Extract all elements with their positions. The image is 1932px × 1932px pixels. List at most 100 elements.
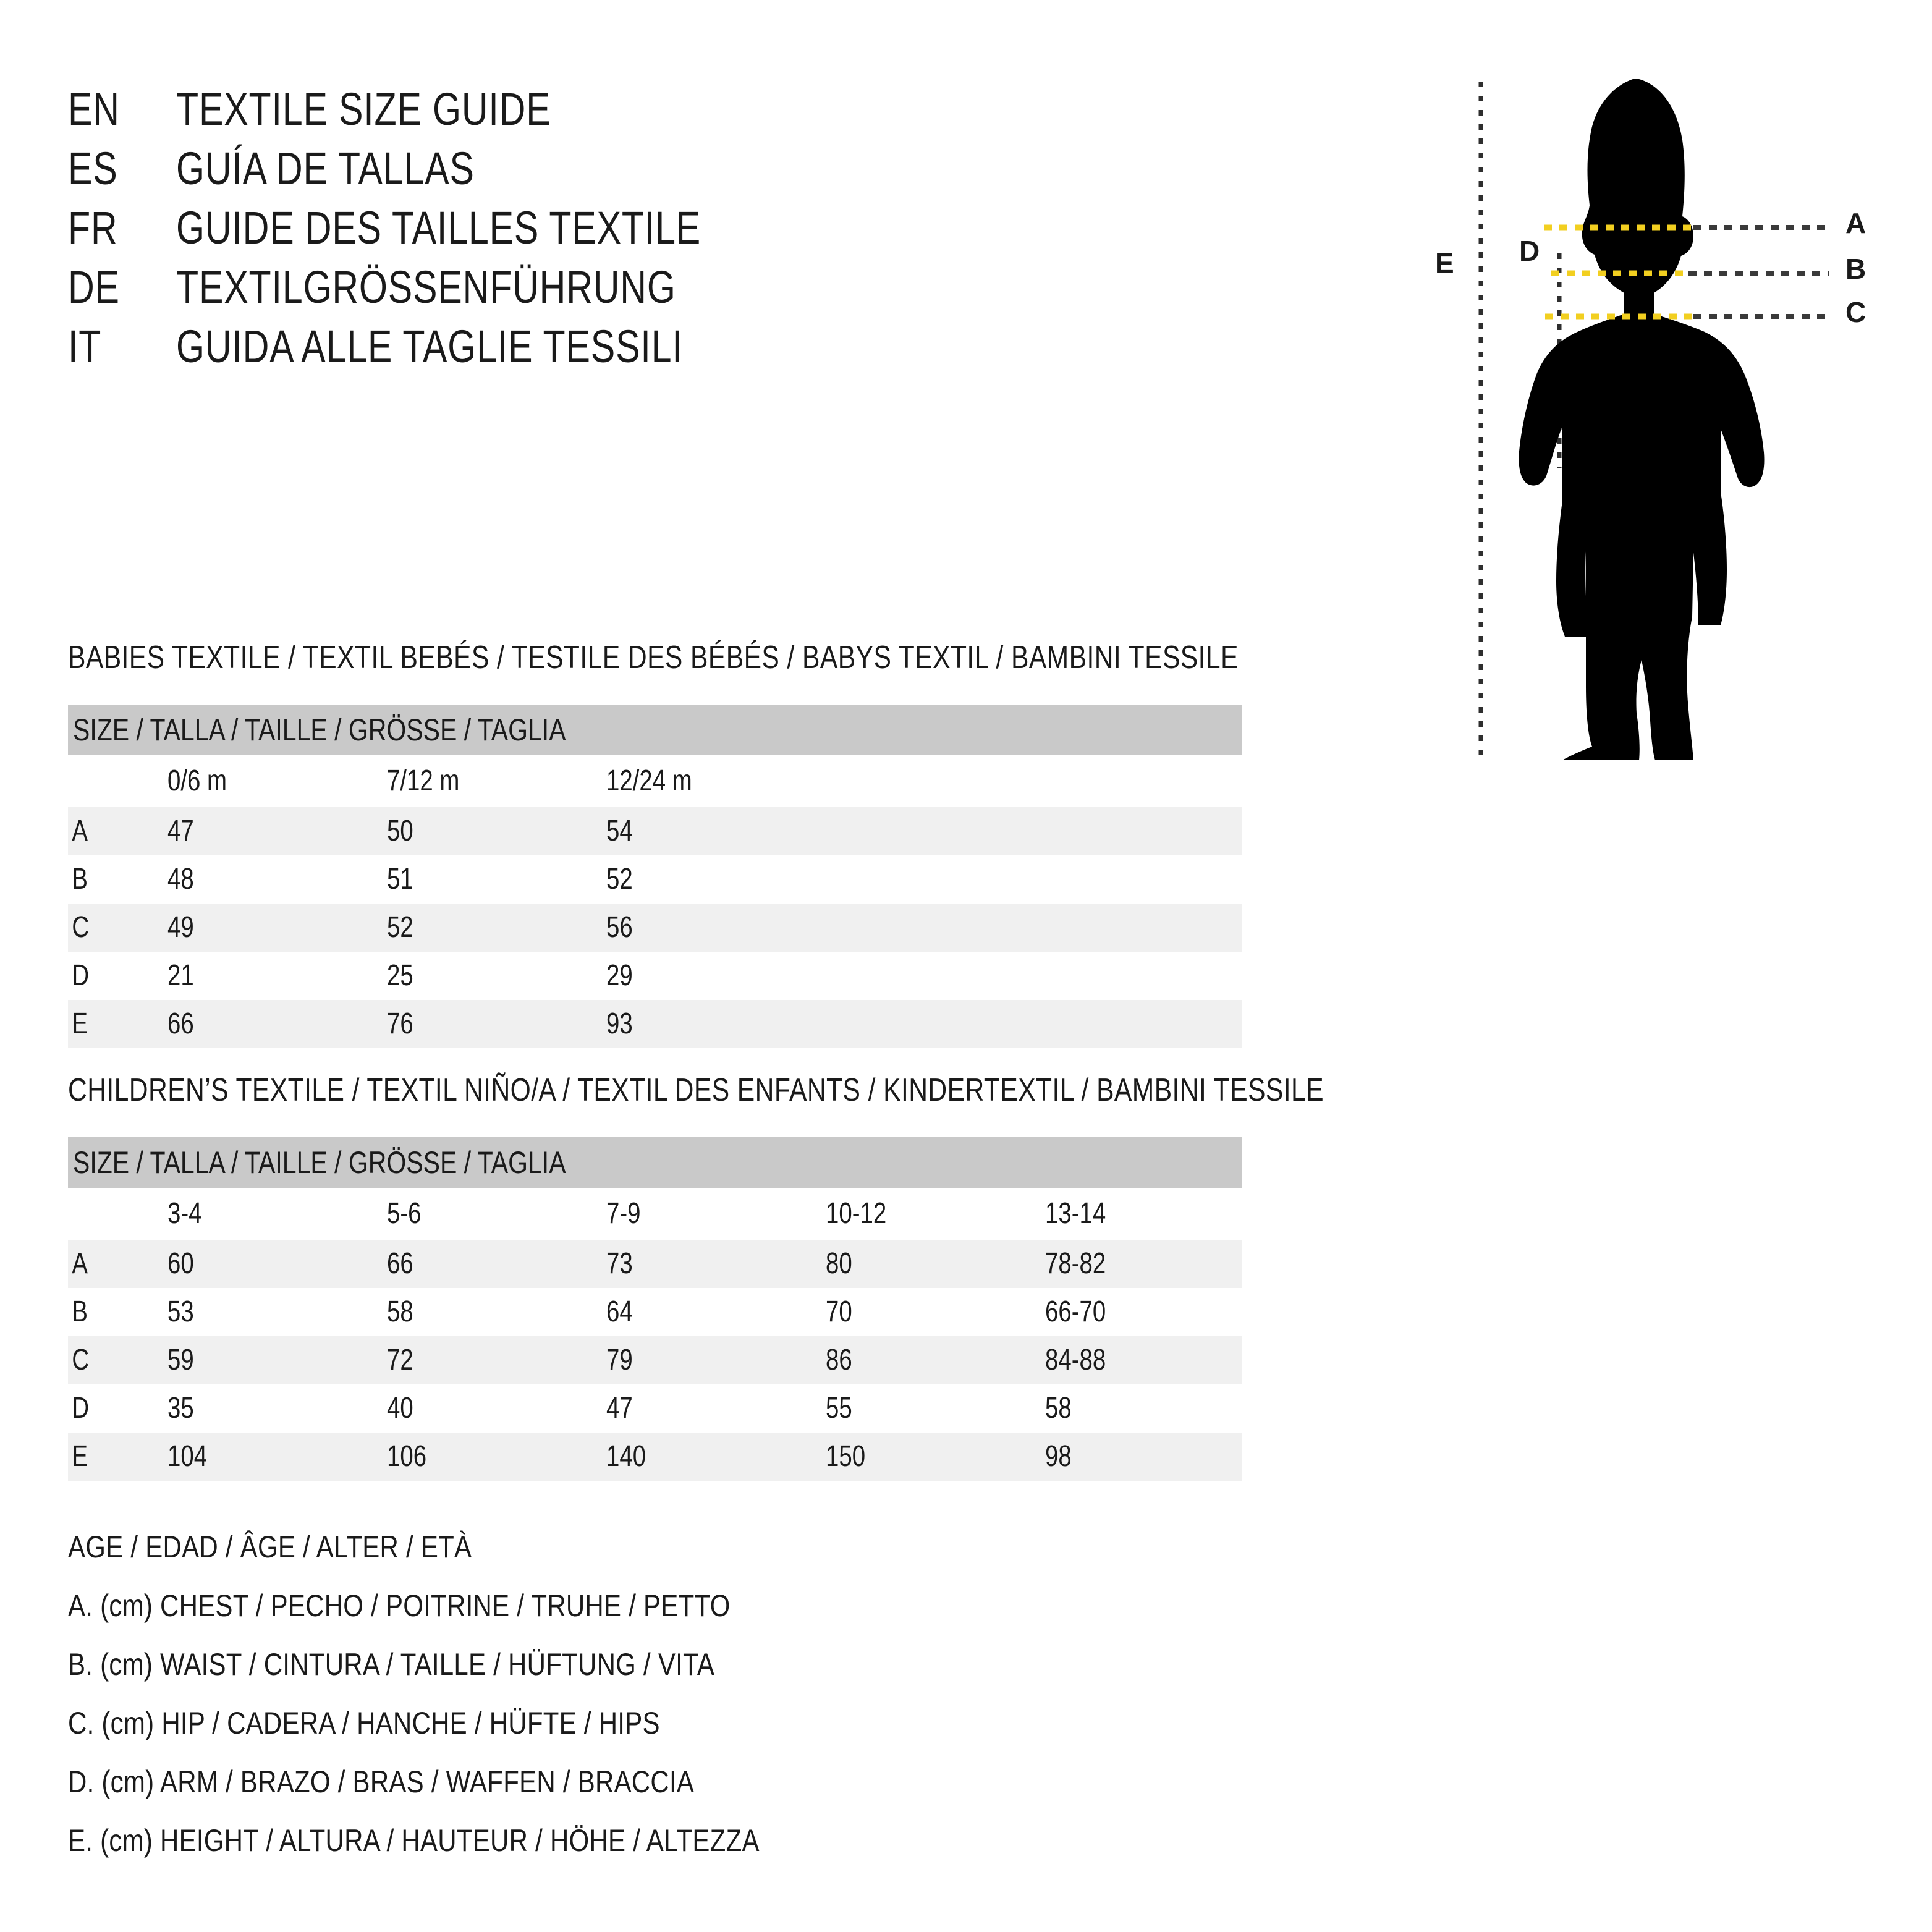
table-row: E 66 76 93	[68, 1000, 1242, 1048]
babies-cell-a-2: 54	[606, 815, 633, 847]
table-row: D 21 25 29	[68, 952, 1242, 1000]
babies-row-key-c: C	[72, 911, 90, 944]
babies-cell-d-1: 25	[387, 959, 413, 992]
language-row-en: EN TEXTILE SIZE GUIDE	[68, 87, 1119, 146]
babies-cell-b-1: 51	[387, 863, 413, 896]
children-section-title: CHILDREN’S TEXTILE / TEXTIL NIÑO/A / TEX…	[68, 1072, 1324, 1108]
child-silhouette	[1519, 79, 1765, 760]
language-title-fr: GUIDE DES TAILLES TEXTILE	[176, 202, 701, 253]
children-cell-b-1: 58	[387, 1295, 413, 1328]
children-cell-e-2: 140	[606, 1440, 646, 1473]
babies-row-key-d: D	[72, 959, 90, 992]
legend-text-age: AGE / EDAD / ÂGE / ALTER / ETÀ	[68, 1529, 472, 1564]
language-code-es: ES	[68, 143, 118, 194]
children-cell-c-1: 72	[387, 1344, 413, 1376]
babies-cell-e-0: 66	[167, 1007, 194, 1040]
babies-cell-d-2: 29	[606, 959, 633, 992]
children-colhead-4: 13-14	[1045, 1197, 1106, 1230]
children-column-header-row: 3-4 5-6 7-9 10-12 13-14	[68, 1188, 1242, 1240]
legend-line-d-arm: D. (cm) ARM / BRAZO / BRAS / WAFFEN / BR…	[68, 1752, 1242, 1811]
language-title-es: GUÍA DE TALLAS	[176, 143, 475, 194]
children-cell-b-3: 70	[826, 1295, 852, 1328]
children-cell-c-2: 79	[606, 1344, 633, 1376]
children-colhead-0: 3-4	[167, 1197, 202, 1230]
babies-row-key-b: B	[72, 863, 88, 896]
babies-cell-a-1: 50	[387, 815, 413, 847]
children-cell-c-0: 59	[167, 1344, 194, 1376]
children-cell-a-0: 60	[167, 1247, 194, 1280]
children-cell-e-4: 98	[1045, 1440, 1072, 1473]
children-cell-e-1: 106	[387, 1440, 427, 1473]
table-row: B 48 51 52	[68, 855, 1242, 904]
babies-row-key-a: A	[72, 815, 88, 847]
children-cell-a-4: 78-82	[1045, 1247, 1106, 1280]
children-cell-b-0: 53	[167, 1295, 194, 1328]
legend-line-a-chest: A. (cm) CHEST / PECHO / POITRINE / TRUHE…	[68, 1576, 1242, 1635]
babies-cell-c-2: 56	[606, 911, 633, 944]
children-colhead-1: 5-6	[387, 1197, 422, 1230]
babies-colhead-2: 12/24 m	[606, 765, 692, 797]
children-cell-d-1: 40	[387, 1392, 413, 1425]
language-row-es: ES GUÍA DE TALLAS	[68, 146, 1119, 205]
legend-text-a-chest: A. (cm) CHEST / PECHO / POITRINE / TRUHE…	[68, 1588, 731, 1623]
legend-line-age: AGE / EDAD / ÂGE / ALTER / ETÀ	[68, 1517, 1242, 1576]
child-silhouette-diagram	[1478, 79, 1829, 760]
language-title-de: TEXTILGRÖSSENFÜHRUNG	[176, 261, 676, 313]
figure-label-b: B	[1845, 253, 1866, 285]
language-title-en: TEXTILE SIZE GUIDE	[176, 83, 551, 135]
children-cell-a-2: 73	[606, 1247, 633, 1280]
legend-line-b-waist: B. (cm) WAIST / CINTURA / TAILLE / HÜFTU…	[68, 1635, 1242, 1693]
babies-colhead-1: 7/12 m	[387, 765, 460, 797]
babies-column-header-row: 0/6 m 7/12 m 12/24 m	[68, 755, 1242, 807]
language-title-block: EN TEXTILE SIZE GUIDE ES GUÍA DE TALLAS …	[68, 87, 1119, 383]
babies-cell-c-0: 49	[167, 911, 194, 944]
children-row-key-e: E	[72, 1440, 88, 1473]
language-row-de: DE TEXTILGRÖSSENFÜHRUNG	[68, 265, 1119, 324]
children-cell-a-1: 66	[387, 1247, 413, 1280]
babies-colhead-0: 0/6 m	[167, 765, 227, 797]
children-cell-e-3: 150	[826, 1440, 866, 1473]
children-cell-d-4: 58	[1045, 1392, 1072, 1425]
legend-text-b-waist: B. (cm) WAIST / CINTURA / TAILLE / HÜFTU…	[68, 1646, 715, 1682]
babies-cell-d-0: 21	[167, 959, 194, 992]
babies-cell-b-0: 48	[167, 863, 194, 896]
table-row: C 49 52 56	[68, 904, 1242, 952]
children-cell-d-3: 55	[826, 1392, 852, 1425]
language-title-it: GUIDA ALLE TAGLIE TESSILI	[176, 321, 683, 372]
figure-label-a: A	[1845, 207, 1866, 239]
figure-label-e: E	[1435, 247, 1454, 279]
babies-size-table: SIZE / TALLA / TAILLE / GRÖSSE / TAGLIA …	[68, 705, 1242, 1048]
language-code-fr: FR	[68, 202, 118, 253]
children-cell-d-2: 47	[606, 1392, 633, 1425]
children-cell-b-4: 66-70	[1045, 1295, 1106, 1328]
measurement-legend: AGE / EDAD / ÂGE / ALTER / ETÀ A. (cm) C…	[68, 1517, 1242, 1870]
legend-line-c-hip: C. (cm) HIP / CADERA / HANCHE / HÜFTE / …	[68, 1693, 1242, 1752]
babies-table-header-label: SIZE / TALLA / TAILLE / GRÖSSE / TAGLIA	[73, 713, 566, 747]
table-row: A 60 66 73 80 78-82	[68, 1240, 1242, 1288]
language-row-it: IT GUIDA ALLE TAGLIE TESSILI	[68, 324, 1119, 383]
language-code-de: DE	[68, 261, 120, 313]
babies-cell-e-2: 93	[606, 1007, 633, 1040]
children-size-table: SIZE / TALLA / TAILLE / GRÖSSE / TAGLIA …	[68, 1137, 1242, 1481]
table-row: D 35 40 47 55 58	[68, 1384, 1242, 1433]
babies-section-title: BABIES TEXTILE / TEXTIL BEBÉS / TESTILE …	[68, 640, 1239, 676]
babies-table-header-bar: SIZE / TALLA / TAILLE / GRÖSSE / TAGLIA	[68, 705, 1242, 755]
language-code-en: EN	[68, 83, 120, 135]
children-row-key-d: D	[72, 1392, 90, 1425]
table-row: B 53 58 64 70 66-70	[68, 1288, 1242, 1336]
legend-text-e-height: E. (cm) HEIGHT / ALTURA / HAUTEUR / HÖHE…	[68, 1823, 760, 1858]
babies-cell-a-0: 47	[167, 815, 194, 847]
children-cell-e-0: 104	[167, 1440, 208, 1473]
babies-cell-c-1: 52	[387, 911, 413, 944]
table-row: A 47 50 54	[68, 807, 1242, 855]
children-row-key-a: A	[72, 1247, 88, 1280]
babies-cell-e-1: 76	[387, 1007, 413, 1040]
legend-text-c-hip: C. (cm) HIP / CADERA / HANCHE / HÜFTE / …	[68, 1705, 660, 1740]
children-cell-b-2: 64	[606, 1295, 633, 1328]
legend-text-d-arm: D. (cm) ARM / BRAZO / BRAS / WAFFEN / BR…	[68, 1764, 695, 1799]
language-row-fr: FR GUIDE DES TAILLES TEXTILE	[68, 205, 1119, 265]
legend-line-e-height: E. (cm) HEIGHT / ALTURA / HAUTEUR / HÖHE…	[68, 1811, 1242, 1870]
figure-label-d: D	[1519, 235, 1540, 267]
babies-row-key-e: E	[72, 1007, 88, 1040]
